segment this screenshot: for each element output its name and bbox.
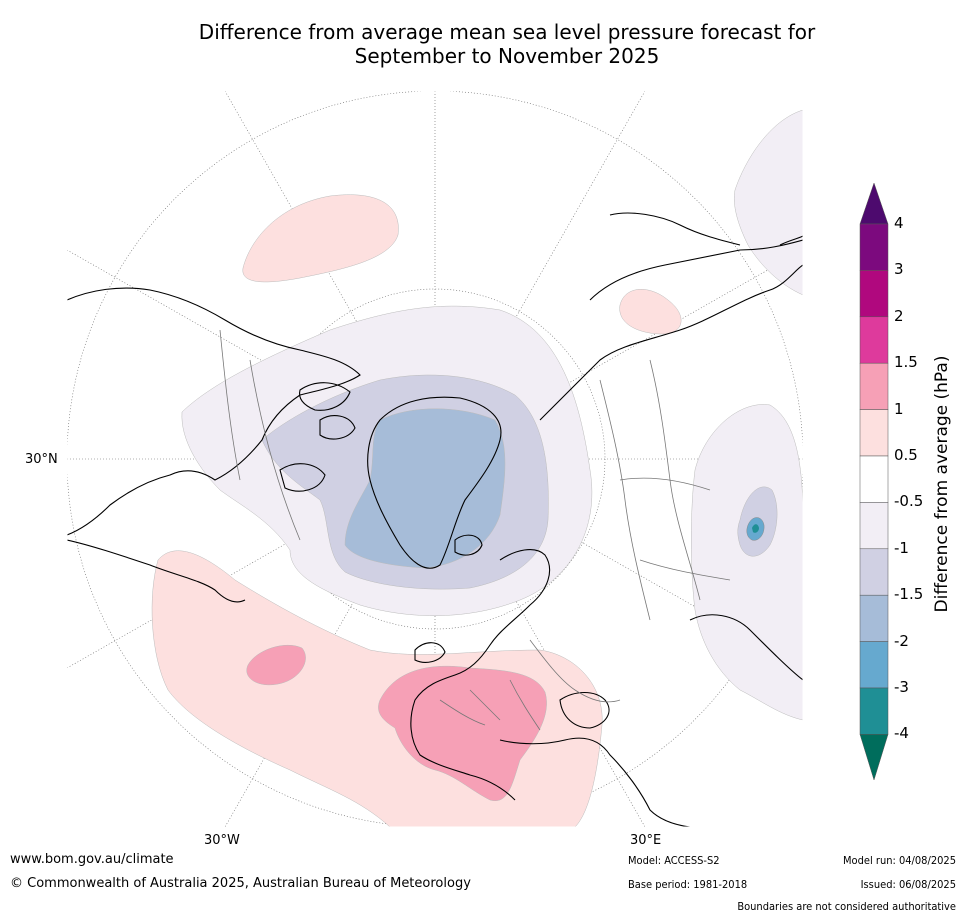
chart-title: Difference from average mean sea level p… [0, 20, 965, 68]
colorbar-tick-label: -3 [894, 678, 909, 696]
colorbar-segment [859, 687, 889, 735]
colorbar-segment [859, 455, 889, 503]
colorbar-tick-label: -1.5 [894, 585, 924, 604]
anomaly-pos-north-pacific [242, 194, 399, 283]
colorbar-label: Difference from average (hPa) [932, 355, 952, 613]
colorbar-segment [859, 502, 889, 550]
colorbar-tick-label: -4 [894, 724, 909, 743]
colorbar-tick-label: 4 [894, 214, 904, 232]
title-line-2: September to November 2025 [354, 44, 660, 68]
map-frame [66, 90, 804, 828]
anomaly-neg-pacific-ne [734, 109, 803, 296]
coastlines [67, 212, 803, 827]
colorbar-tick-label: 2 [894, 306, 904, 325]
colorbar-segment [859, 641, 889, 689]
colorbar-segment [859, 362, 889, 410]
anomaly-pos-russia [619, 289, 682, 335]
colorbar-tick-label: 3 [894, 260, 904, 279]
anomaly-pos-atlantic-strong [246, 644, 306, 686]
colorbar-extend-min [859, 734, 889, 781]
title-line-1: Difference from average mean sea level p… [198, 20, 816, 44]
base-period-text: Base period: 1981-2018 [628, 878, 748, 891]
colorbar-segment [859, 316, 889, 364]
disclaimer-text: Boundaries are not considered authoritat… [737, 900, 956, 913]
colorbar-segment [859, 223, 889, 271]
lat-label-30n: 30°N [25, 452, 58, 467]
colorbar-segment [859, 270, 889, 318]
anomaly-pos-europe-strong [378, 665, 547, 802]
colorbar-tick-label: -0.5 [894, 492, 924, 511]
model-run-text: Model run: 04/08/2025 [843, 854, 956, 867]
website-link[interactable]: www.bom.gov.au/climate [10, 852, 174, 867]
anomaly-neg-asia-weak [691, 404, 803, 721]
colorbar-tick-label: 1.5 [894, 353, 918, 372]
model-text: Model: ACCESS-S2 [628, 854, 720, 867]
colorbar-tick-label: -2 [894, 631, 909, 650]
lon-label-30w: 30°W [204, 833, 240, 848]
colorbar-segment [859, 409, 889, 457]
colorbar-segment [859, 594, 889, 642]
colorbar-tick-label: 0.5 [894, 446, 918, 464]
colorbar-tick-label: 1 [894, 399, 904, 418]
copyright-text: © Commonwealth of Australia 2025, Austra… [10, 876, 471, 891]
colorbar-segment [859, 548, 889, 596]
issued-text: Issued: 06/08/2025 [860, 878, 956, 891]
anomaly-neg-asia-peak [752, 524, 759, 533]
colorbar-tick-label: -1 [894, 538, 909, 557]
lon-label-30e: 30°E [630, 833, 662, 848]
country-boundaries [219, 329, 731, 731]
colorbar-extend-max [859, 182, 889, 225]
